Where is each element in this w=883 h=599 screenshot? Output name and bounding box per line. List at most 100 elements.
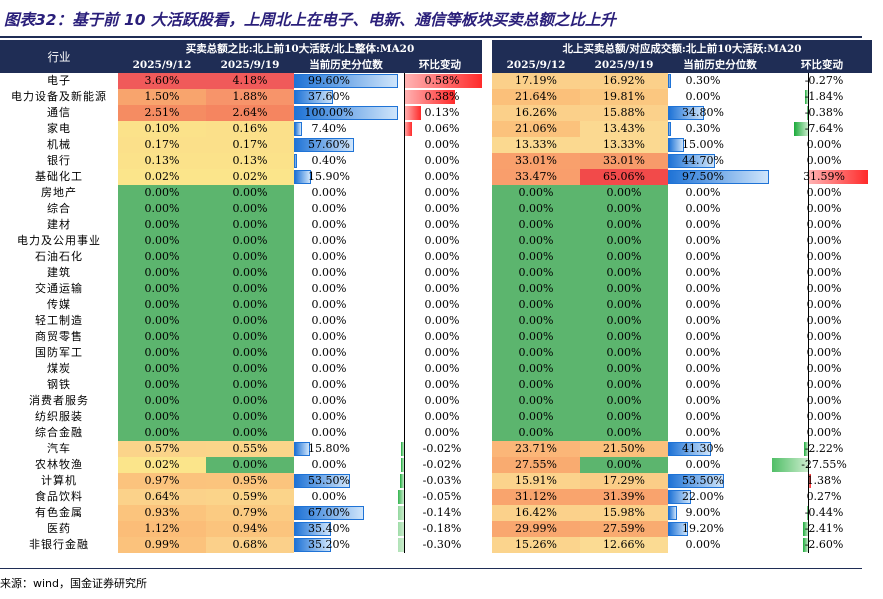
ratio-date1-cell: 0.97% bbox=[118, 473, 206, 489]
share-date1-cell: 0.00% bbox=[492, 393, 581, 409]
change-value: 0.00% bbox=[806, 426, 842, 439]
ratio-date2-cell: 0.55% bbox=[206, 441, 294, 457]
ratio-date1-cell: 0.02% bbox=[118, 169, 206, 185]
percentile-header: 当前历史分位数 bbox=[294, 58, 398, 73]
percentile-value: 100.00% bbox=[304, 106, 354, 119]
share-date1-cell: 0.00% bbox=[492, 233, 581, 249]
zero-axis bbox=[404, 233, 405, 249]
percentile-value: 0.00% bbox=[311, 346, 347, 359]
change-value: 0.00% bbox=[424, 282, 460, 295]
ratio-date1-cell: 1.50% bbox=[118, 89, 206, 105]
zero-axis bbox=[404, 409, 405, 425]
zero-axis bbox=[404, 281, 405, 297]
share-date1-cell: 0.00% bbox=[492, 345, 581, 361]
share-date2-cell: 13.43% bbox=[580, 121, 669, 137]
change-value: 0.00% bbox=[806, 266, 842, 279]
table-row: 纺织服装 0.00% 0.00% 0.00% 0.00% 0.00% 0.00% 0.00% 0… bbox=[0, 409, 872, 425]
percentile-bar bbox=[668, 122, 672, 136]
change-value: 0.00% bbox=[806, 234, 842, 247]
ratio-percentile-cell: 0.00% bbox=[294, 265, 398, 281]
zero-axis bbox=[404, 345, 405, 361]
ratio-date2-cell: 0.79% bbox=[206, 505, 294, 521]
negative-change-bar bbox=[401, 458, 404, 472]
change-value: 0.00% bbox=[806, 410, 842, 423]
ratio-date2-cell: 0.00% bbox=[206, 313, 294, 329]
change-value: 0.00% bbox=[424, 234, 460, 247]
percentile-bar bbox=[668, 74, 672, 88]
share-date1-cell: 33.01% bbox=[492, 153, 581, 169]
ratio-change-cell: 0.00% bbox=[398, 233, 482, 249]
share-date1-cell: 15.91% bbox=[492, 473, 581, 489]
negative-change-bar bbox=[398, 506, 404, 520]
share-date2-cell: 0.00% bbox=[580, 297, 669, 313]
table-row: 电子 3.60% 4.18% 99.60% 0.58% 17.19% 16.92% 0.30%… bbox=[0, 73, 872, 89]
change-value: 0.00% bbox=[806, 186, 842, 199]
change-value: -1.84% bbox=[804, 90, 844, 103]
share-date1-cell: 0.00% bbox=[492, 185, 581, 201]
change-value: -2.41% bbox=[804, 522, 844, 535]
change-value: -0.18% bbox=[422, 522, 462, 535]
percentile-value: 0.00% bbox=[311, 202, 347, 215]
ratio-percentile-cell: 0.00% bbox=[294, 329, 398, 345]
zero-axis bbox=[808, 361, 810, 377]
share-date1-cell: 0.00% bbox=[492, 249, 581, 265]
positive-change-bar bbox=[808, 474, 811, 488]
percentile-value: 0.00% bbox=[685, 410, 721, 423]
ratio-date2-cell: 0.95% bbox=[206, 473, 294, 489]
industry-name: 银行 bbox=[47, 154, 71, 167]
change-value: 0.38% bbox=[424, 90, 460, 103]
ratio-date2-cell: 2.64% bbox=[206, 105, 294, 121]
change-value: 0.00% bbox=[806, 330, 842, 343]
table-row: 基础化工 0.02% 0.02% 15.90% 0.00% 33.47% 65.06% 97.… bbox=[0, 169, 872, 185]
zero-axis bbox=[808, 297, 810, 313]
share-percentile-cell: 0.00% bbox=[668, 361, 772, 377]
ratio-percentile-cell: 37.60% bbox=[294, 89, 398, 105]
zero-axis bbox=[808, 265, 810, 281]
share-percentile-cell: 34.80% bbox=[668, 105, 772, 121]
percentile-header-2: 当前历史分位数 bbox=[668, 58, 773, 73]
ratio-date2-cell: 0.94% bbox=[206, 521, 294, 537]
negative-change-bar bbox=[807, 74, 809, 88]
ratio-percentile-cell: 0.00% bbox=[294, 361, 398, 377]
ratio-date1-cell: 2.51% bbox=[118, 105, 206, 121]
percentile-value: 53.50% bbox=[308, 474, 350, 487]
share-percentile-cell: 9.00% bbox=[668, 505, 772, 521]
share-date2-cell: 0.00% bbox=[580, 233, 669, 249]
ratio-date1-cell: 0.93% bbox=[118, 505, 206, 521]
ratio-date1-cell: 0.00% bbox=[118, 249, 206, 265]
percentile-value: 0.00% bbox=[685, 378, 721, 391]
source-note: 来源：wind，国金证券研究所 bbox=[0, 577, 148, 590]
table-row: 建材 0.00% 0.00% 0.00% 0.00% 0.00% 0.00% 0.00% 0.0… bbox=[0, 217, 872, 233]
share-change-cell: 0.00% bbox=[772, 265, 872, 281]
change-value: 0.00% bbox=[806, 378, 842, 391]
share-change-cell: -0.27% bbox=[772, 73, 872, 89]
ratio-change-cell: 0.00% bbox=[398, 169, 482, 185]
percentile-bar bbox=[668, 138, 684, 152]
industry-name: 石油石化 bbox=[35, 250, 83, 263]
ratio-percentile-cell: 35.40% bbox=[294, 521, 398, 537]
table-row: 有色金属 0.93% 0.79% 67.00% -0.14% 16.42% 15.98% 9.… bbox=[0, 505, 872, 521]
percentile-value: 0.00% bbox=[685, 314, 721, 327]
change-value: 0.27% bbox=[806, 490, 842, 503]
share-percentile-cell: 0.00% bbox=[668, 249, 772, 265]
industry-name: 医药 bbox=[47, 522, 71, 535]
share-date2-cell: 0.00% bbox=[580, 377, 669, 393]
percentile-value: 9.00% bbox=[685, 506, 721, 519]
percentile-value: 0.00% bbox=[685, 346, 721, 359]
share-change-cell: 0.00% bbox=[772, 377, 872, 393]
title-divider bbox=[0, 36, 862, 38]
ratio-change-cell: 0.00% bbox=[398, 377, 482, 393]
ratio-change-cell: 0.00% bbox=[398, 249, 482, 265]
share-date2-cell: 0.00% bbox=[580, 409, 669, 425]
percentile-bar bbox=[668, 170, 770, 184]
share-change-cell: -2.60% bbox=[772, 537, 872, 553]
ratio-percentile-cell: 0.00% bbox=[294, 281, 398, 297]
share-date2-cell: 0.00% bbox=[580, 329, 669, 345]
share-date1-cell: 0.00% bbox=[492, 361, 581, 377]
table-row: 煤炭 0.00% 0.00% 0.00% 0.00% 0.00% 0.00% 0.00% 0.0… bbox=[0, 361, 872, 377]
share-date1-cell: 13.33% bbox=[492, 137, 581, 153]
zero-axis bbox=[808, 137, 810, 153]
zero-axis bbox=[404, 169, 405, 185]
ratio-change-cell: 0.00% bbox=[398, 425, 482, 441]
ratio-date2-cell: 0.00% bbox=[206, 297, 294, 313]
